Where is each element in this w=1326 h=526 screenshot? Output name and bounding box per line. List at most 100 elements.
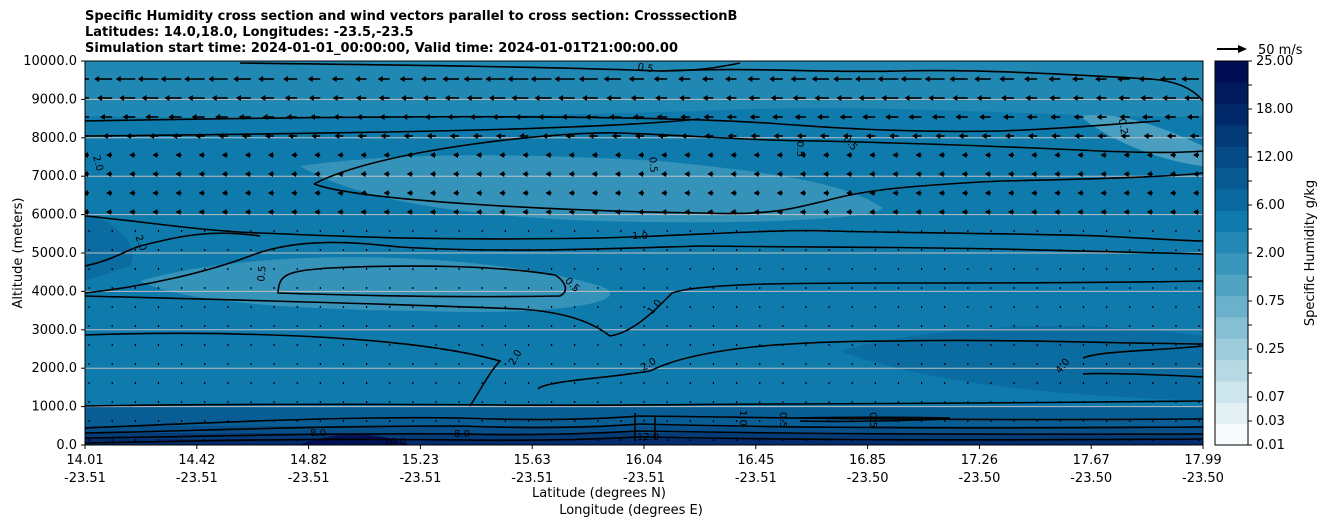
wind-dot bbox=[504, 344, 506, 346]
wind-dot bbox=[643, 287, 645, 289]
wind-dot bbox=[1198, 287, 1200, 289]
wind-dot bbox=[134, 287, 136, 289]
wind-arrowhead bbox=[360, 171, 366, 177]
wind-dot bbox=[366, 230, 368, 232]
wind-arrowhead bbox=[357, 133, 363, 139]
wind-dot bbox=[759, 325, 761, 327]
wind-arrowhead bbox=[684, 209, 690, 215]
wind-arrowhead bbox=[1054, 209, 1060, 215]
wind-dot bbox=[967, 306, 969, 308]
wind-dot bbox=[1152, 363, 1154, 365]
wind-dot bbox=[620, 363, 622, 365]
wind-arrowhead bbox=[817, 114, 823, 120]
wind-arrowhead bbox=[172, 133, 178, 139]
colorbar-tick-label: 0.01 bbox=[1256, 438, 1285, 453]
x-tick-lon: -23.51 bbox=[735, 471, 777, 486]
colorbar-band bbox=[1215, 253, 1248, 275]
wind-dot bbox=[689, 287, 691, 289]
wind-arrowhead bbox=[776, 171, 782, 177]
wind-arrowhead bbox=[308, 95, 314, 101]
wind-dot bbox=[227, 382, 229, 384]
wind-dot bbox=[1175, 325, 1177, 327]
wind-dot bbox=[88, 287, 90, 289]
wind-dot bbox=[435, 268, 437, 270]
wind-arrowhead bbox=[747, 76, 753, 82]
wind-arrowhead bbox=[568, 190, 574, 196]
wind-dot bbox=[1036, 306, 1038, 308]
wind-dot bbox=[897, 287, 900, 289]
wind-arrowhead bbox=[846, 209, 852, 215]
wind-dot bbox=[967, 363, 969, 365]
wind-dot bbox=[111, 401, 113, 403]
wind-dot bbox=[574, 230, 576, 232]
wind-dot bbox=[1082, 325, 1085, 327]
wind-arrowhead bbox=[726, 114, 732, 120]
wind-dot bbox=[782, 249, 784, 251]
wind-dot bbox=[504, 439, 506, 441]
wind-dot bbox=[828, 268, 830, 270]
wind-arrowhead bbox=[1031, 152, 1037, 158]
wind-dot bbox=[527, 420, 530, 422]
wind-dot bbox=[1175, 382, 1177, 384]
wind-arrowhead bbox=[1051, 133, 1057, 139]
x-tick-lat: 14.82 bbox=[290, 453, 327, 468]
wind-arrowhead bbox=[770, 95, 776, 101]
wind-dot bbox=[366, 306, 368, 308]
wind-dot bbox=[828, 401, 830, 403]
wind-dot bbox=[828, 382, 830, 384]
wind-arrowhead bbox=[799, 171, 805, 177]
wind-dot bbox=[157, 268, 160, 270]
title-line-2: Latitudes: 14.0,18.0, Longitudes: -23.5,… bbox=[85, 25, 414, 40]
wind-dot bbox=[666, 325, 668, 327]
wind-dot bbox=[805, 344, 807, 346]
wind-dot bbox=[874, 287, 876, 289]
wind-dot bbox=[828, 287, 830, 289]
wind-arrowhead bbox=[164, 95, 170, 101]
wind-dot bbox=[828, 230, 830, 232]
wind-arrowhead bbox=[522, 152, 528, 158]
wind-arrowhead bbox=[485, 76, 491, 82]
wind-dot bbox=[1106, 420, 1108, 422]
wind-dot bbox=[1013, 306, 1015, 308]
wind-dot bbox=[273, 420, 275, 422]
wind-dot bbox=[319, 268, 321, 270]
wind-dot bbox=[851, 249, 853, 251]
wind-dot bbox=[1152, 306, 1154, 308]
wind-dot bbox=[851, 401, 853, 403]
wind-dot bbox=[319, 230, 321, 232]
wind-arrowhead bbox=[311, 133, 317, 139]
wind-arrowhead bbox=[823, 152, 828, 158]
wind-arrowhead bbox=[772, 114, 778, 120]
wind-dot bbox=[805, 439, 807, 441]
wind-arrowhead bbox=[175, 190, 181, 196]
wind-dot bbox=[389, 268, 391, 270]
wind-arrowhead bbox=[1166, 133, 1172, 139]
wind-arrowhead bbox=[1123, 152, 1129, 158]
wind-vectors bbox=[85, 76, 1200, 441]
wind-dot bbox=[111, 268, 113, 270]
wind-arrowhead bbox=[999, 76, 1005, 82]
wind-dot bbox=[944, 439, 946, 441]
wind-arrowhead bbox=[1193, 171, 1198, 177]
x-tick-lon: -23.51 bbox=[511, 471, 553, 486]
wind-arrowhead bbox=[337, 152, 343, 158]
wind-dot bbox=[944, 363, 946, 365]
wind-dot bbox=[736, 249, 738, 251]
wind-arrowhead bbox=[799, 190, 805, 196]
wind-arrowhead bbox=[730, 190, 736, 196]
wind-arrowhead bbox=[85, 209, 88, 215]
wind-arrowhead bbox=[221, 152, 227, 158]
wind-arrowhead bbox=[1054, 152, 1060, 158]
wind-dot bbox=[1059, 325, 1061, 327]
wind-dot bbox=[481, 382, 483, 384]
wind-dot bbox=[527, 249, 530, 251]
wind-dot bbox=[597, 268, 599, 270]
wind-dot bbox=[435, 382, 437, 384]
wind-dot bbox=[204, 249, 206, 251]
wind-dot bbox=[736, 382, 738, 384]
wind-dot bbox=[1082, 249, 1085, 251]
wind-arrowhead bbox=[283, 76, 289, 82]
wind-dot bbox=[157, 287, 160, 289]
wind-arrowhead bbox=[981, 133, 987, 139]
wind-dot bbox=[458, 306, 460, 308]
